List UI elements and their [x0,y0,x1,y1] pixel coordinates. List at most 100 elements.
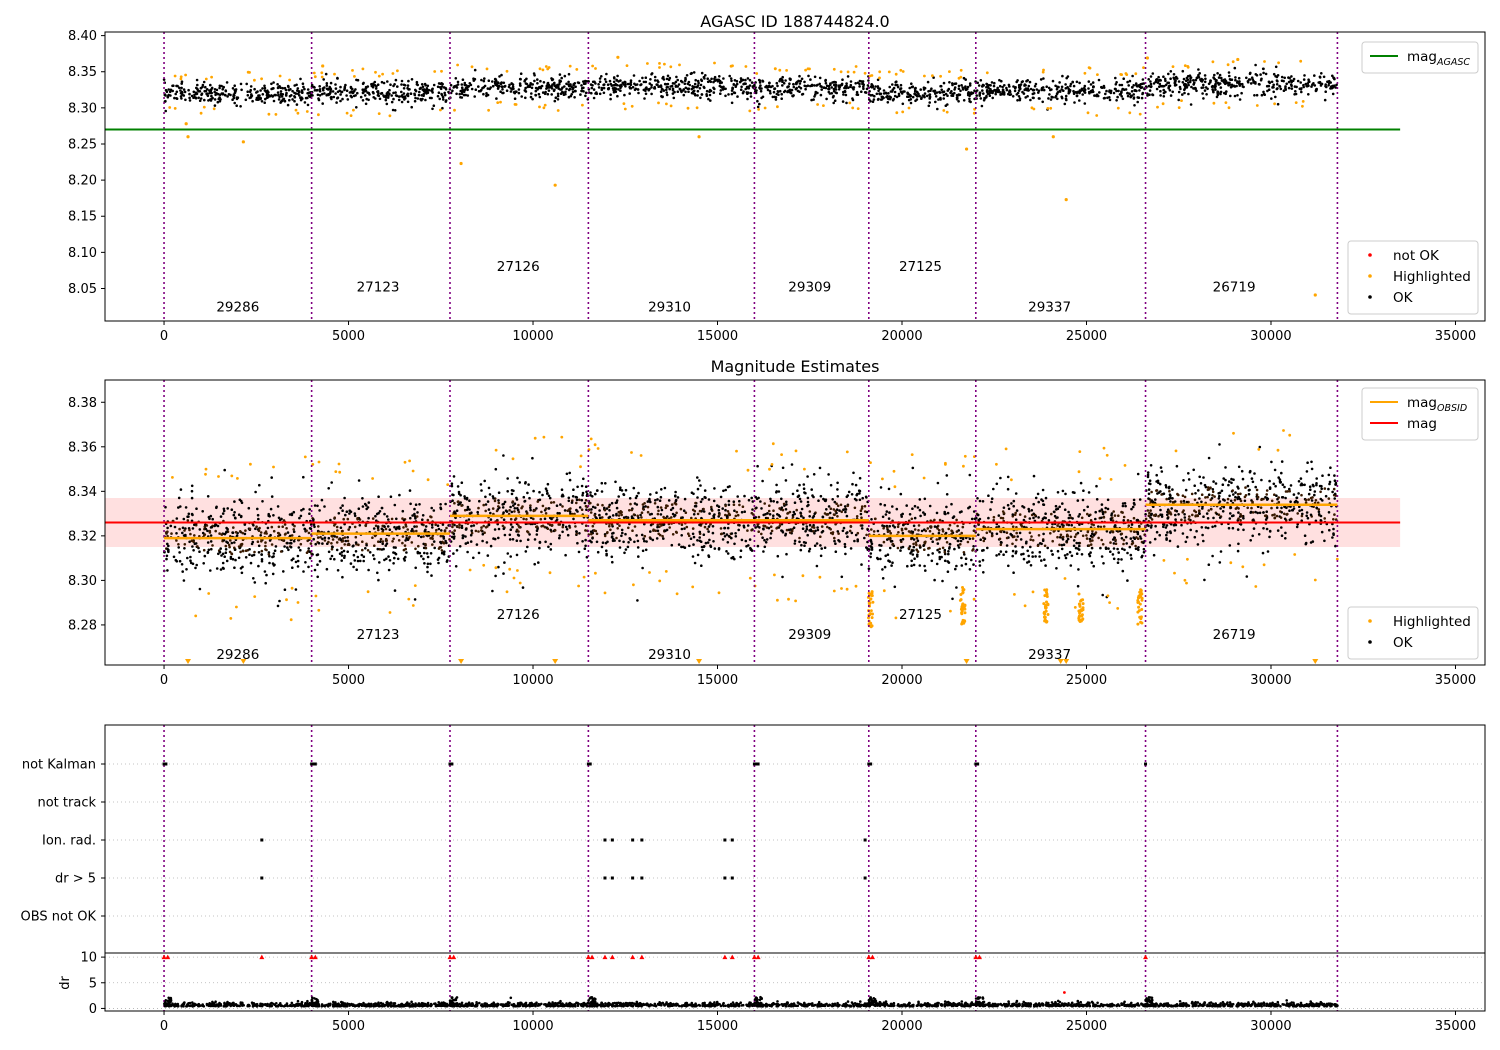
dr-clipped-marker [259,954,265,960]
dr-clipped-marker [451,954,457,960]
x-tick-label: 0 [160,329,168,344]
flag-point [752,762,756,766]
legend-box [1361,41,1479,74]
dr-clipped-marker [585,954,591,960]
y-tick-label: 8.35 [68,65,97,80]
obsid-label: 27125 [899,607,942,623]
x-tick-label: 15000 [697,329,738,344]
flag-point [730,838,734,842]
obsid-label: 29309 [788,279,831,295]
legend-label: Highlighted [1393,614,1471,630]
x-tick-label: 0 [160,1019,168,1034]
obsid-label: 27123 [357,627,400,643]
magnitude-axes-frame [104,379,1486,666]
flag-point [974,762,978,766]
y-tick-label: 8.34 [68,485,97,500]
x-tick-label: 20000 [881,673,922,688]
clipped-marker [1063,659,1070,664]
highlighted-outlier-point [1064,198,1068,202]
x-tick-label: 5000 [332,673,365,688]
flag-category-label: dr > 5 [55,872,96,887]
obsid-label: 27126 [497,607,540,623]
highlighted-outlier-point [1051,135,1055,139]
dr-clipped-marker [447,954,453,960]
x-tick-label: 20000 [881,329,922,344]
flag-category-label: not Kalman [22,758,96,773]
flag-point [164,762,168,766]
clipped-marker [1057,659,1064,664]
flag-point [754,762,758,766]
x-tick-label: 35000 [1435,329,1476,344]
highlighted-outlier-point [459,161,463,166]
x-tick-label: 30000 [1250,329,1291,344]
dr-clipped-marker [589,954,595,960]
agasc-panel-title: AGASC ID 188744824.0 [700,12,889,31]
x-tick-label: 25000 [1066,1019,1107,1034]
legend-label: Highlighted [1393,269,1471,285]
legend-dot-swatch [1368,295,1372,299]
dr-tick-label: 5 [89,976,97,991]
dr-clipped-marker [630,954,636,960]
agasc-panel: AGASC ID 188744824.0 29286 27123 27126 2931… [68,12,1486,344]
dr-clipped-marker [729,954,735,960]
y-tick-label: 8.40 [68,29,97,44]
x-tick-label: 10000 [512,673,553,688]
flag-point [723,838,727,842]
agasc-data-points [162,59,1338,118]
flag-point [976,762,980,766]
obsid-label: 29310 [648,300,691,316]
flag-point [640,876,644,880]
flag-point [162,762,166,766]
obsid-label: 29286 [216,647,259,663]
legend-dot-swatch [1368,619,1372,623]
y-tick-label: 8.32 [68,529,97,544]
flag-point [603,876,607,880]
flag-point [610,838,614,842]
flag-point [867,762,871,766]
y-tick-label: 8.15 [68,210,97,225]
dr-clipped-marker [866,954,872,960]
flag-point [313,762,317,766]
highlighted-outlier-point [1145,56,1149,60]
dr-clipped-marker [309,954,315,960]
highlighted-outlier-point [321,64,325,68]
obsid-label: 27125 [899,259,942,275]
flag-point [631,838,635,842]
x-tick-label: 25000 [1066,673,1107,688]
y-tick-label: 8.25 [68,137,97,152]
clipped-marker [552,659,559,664]
highlighted-outlier-point [1236,57,1240,62]
highlighted-outlier-point [184,122,188,126]
highlighted-outlier-point [1313,293,1317,297]
highlighted-outlier-point [186,135,190,139]
agasc-axes-frame [104,31,1486,322]
flag-point [756,762,760,766]
legend-box [1347,606,1479,660]
x-tick-label: 30000 [1250,673,1291,688]
legend-dot-swatch [1368,640,1372,644]
dr-tick-label: 10 [80,951,97,966]
x-tick-label: 35000 [1435,1019,1476,1034]
flag-data-points [162,762,1148,880]
x-tick-label: 20000 [881,1019,922,1034]
flag-point [311,762,315,766]
x-tick-label: 35000 [1435,673,1476,688]
flag-point [586,762,590,766]
magnitude-panel-title: Magnitude Estimates [711,357,880,376]
dr-clipped-marker [161,954,167,960]
dr-clipped-marker [312,954,318,960]
legend-label: not OK [1393,248,1440,264]
x-tick-label: 15000 [697,1019,738,1034]
clipped-marker [458,659,465,664]
x-tick-label: 5000 [332,1019,365,1034]
flag-point [863,876,867,880]
obsid-label: 27126 [497,259,540,275]
highlighted-outlier-point [697,135,701,139]
obsid-label: 29286 [216,300,259,316]
x-tick-label: 30000 [1250,1019,1291,1034]
y-tick-label: 8.36 [68,440,97,455]
legend-label: OK [1393,290,1414,306]
clipped-marker [240,659,247,664]
dr-clipped-marker [869,954,875,960]
flag-point [603,838,607,842]
